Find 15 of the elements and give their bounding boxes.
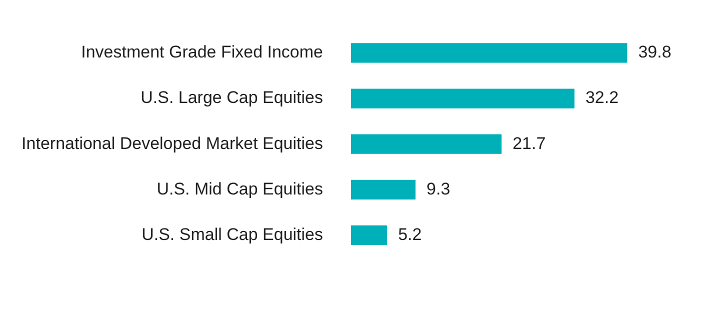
data-label: 39.8 (638, 42, 672, 62)
data-label: 9.3 (426, 179, 450, 198)
data-label: 32.2 (585, 88, 619, 108)
data-label: 5.2 (398, 224, 422, 244)
bar (351, 88, 574, 108)
y-tick-label: U.S. Large Cap Equities (140, 88, 323, 108)
bar (351, 180, 416, 200)
bar (351, 43, 628, 63)
bar (351, 225, 388, 246)
y-tick-label: Investment Grade Fixed Income (81, 42, 323, 62)
y-tick-label: International Developed Market Equities (22, 134, 323, 153)
y-tick-label: U.S. Small Cap Equities (142, 224, 323, 244)
y-tick-label: U.S. Mid Cap Equities (156, 179, 323, 198)
bar (351, 134, 502, 154)
data-label: 21.7 (512, 134, 546, 153)
